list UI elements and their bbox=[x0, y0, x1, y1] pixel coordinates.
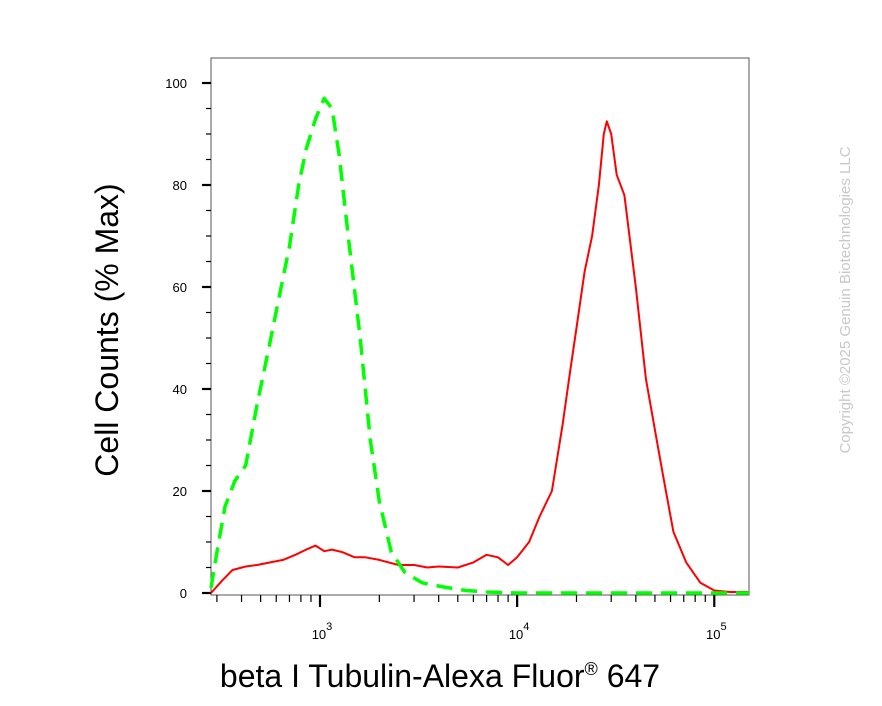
copyright-annotation: Copyright ©2025 Genuin Biotechnologies L… bbox=[837, 146, 854, 453]
x-axis-ticks: 103 104 105 bbox=[216, 595, 727, 642]
x-tick-label-base: 10 bbox=[312, 627, 326, 642]
y-tick-label: 0 bbox=[180, 586, 187, 601]
x-tick-label: 104 bbox=[509, 621, 530, 642]
plot-frame bbox=[210, 57, 750, 596]
x-tick-label-base: 10 bbox=[509, 627, 523, 642]
y-tick-label: 40 bbox=[173, 382, 187, 397]
x-axis-title-main: beta I Tubulin-Alexa Fluor bbox=[220, 658, 585, 694]
x-tick-label-base: 10 bbox=[706, 627, 720, 642]
x-axis-title-superscript: ® bbox=[585, 659, 598, 679]
x-tick-label-exponent: 3 bbox=[326, 621, 332, 633]
series-group bbox=[209, 96, 749, 595]
y-axis-ticks: 0 20 40 60 80 100 bbox=[165, 76, 211, 601]
x-axis-title: beta I Tubulin-Alexa Fluor® 647 bbox=[220, 658, 660, 694]
x-tick-label-exponent: 5 bbox=[720, 621, 726, 633]
y-tick-label: 60 bbox=[173, 280, 187, 295]
y-tick-label: 80 bbox=[173, 178, 187, 193]
x-tick-label: 103 bbox=[312, 621, 333, 642]
x-axis-title-suffix: 647 bbox=[598, 658, 660, 694]
series-line-2 bbox=[209, 96, 749, 595]
y-tick-label: 100 bbox=[165, 76, 187, 91]
y-tick-label: 20 bbox=[173, 484, 187, 499]
series-line-1 bbox=[210, 120, 749, 594]
x-tick-label-exponent: 4 bbox=[523, 621, 529, 633]
x-tick-label: 105 bbox=[706, 621, 727, 642]
y-axis-title: Cell Counts (% Max) bbox=[89, 183, 125, 476]
